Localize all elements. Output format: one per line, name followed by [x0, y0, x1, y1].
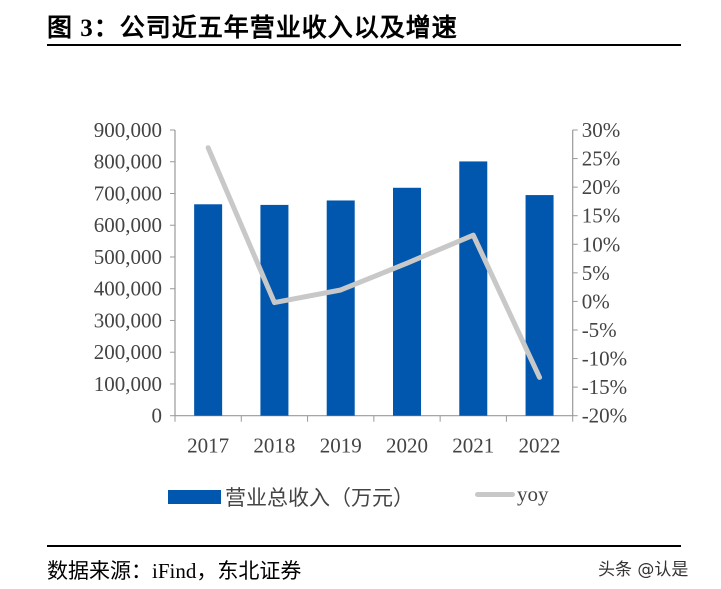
revenue-bar	[260, 204, 289, 416]
x-tick-label: 2021	[452, 434, 494, 458]
right-tick-label: -10%	[582, 347, 628, 371]
left-tick-label: 300,000	[94, 308, 162, 332]
chart: 0 100,000 200,000 300,000 400,000 500,000 600,…	[94, 118, 628, 458]
legend-label: yoy	[517, 482, 549, 506]
right-tick-label: 30%	[582, 118, 621, 142]
watermark: 头条 @认是	[598, 560, 689, 580]
right-tick-label: 15%	[582, 204, 621, 228]
x-tick-label: 2020	[386, 434, 428, 458]
revenue-bar	[392, 187, 421, 416]
left-tick-label: 200,000	[94, 340, 162, 364]
right-tick-label: 20%	[582, 175, 621, 199]
legend-swatch-bar	[168, 490, 221, 504]
source-rule	[47, 545, 681, 547]
left-tick-label: 500,000	[94, 245, 162, 269]
left-tick-label: 0	[152, 404, 163, 428]
left-tick-label: 600,000	[94, 213, 162, 237]
x-tick-label: 2018	[253, 434, 295, 458]
revenue-bar	[459, 161, 488, 416]
right-tick-label: 5%	[582, 261, 610, 285]
right-tick-label: 25%	[582, 147, 621, 171]
source-note: 数据来源：iFind，东北证券	[47, 559, 302, 583]
figure-title: 图 3：公司近五年营业收入以及增速	[47, 15, 458, 42]
legend-item-revenue: 营业总收入（万元）	[168, 482, 414, 512]
right-tick-label: 10%	[582, 232, 621, 256]
left-tick-label: 400,000	[94, 277, 162, 301]
right-tick-label: -5%	[582, 318, 617, 342]
left-tick-label: 800,000	[94, 150, 162, 174]
yoy-line	[205, 145, 543, 380]
revenue-bar	[194, 204, 223, 416]
legend-item-yoy: yoy	[475, 482, 549, 507]
legend-label: 营业总收入（万元）	[225, 486, 414, 510]
left-tick-label: 100,000	[94, 372, 162, 396]
legend-swatch-line	[475, 492, 515, 497]
right-tick-label: 0%	[582, 289, 610, 313]
right-tick-label: -15%	[582, 375, 628, 399]
left-tick-label: 900,000	[94, 118, 162, 142]
x-tick-label: 2019	[320, 434, 362, 458]
title-rule	[47, 44, 681, 46]
revenue-bar	[525, 195, 554, 416]
x-tick-label: 2017	[187, 434, 229, 458]
left-tick-label: 700,000	[94, 181, 162, 205]
x-tick-label: 2022	[519, 434, 561, 458]
right-tick-label: -20%	[582, 404, 628, 428]
revenue-bar	[326, 200, 355, 416]
